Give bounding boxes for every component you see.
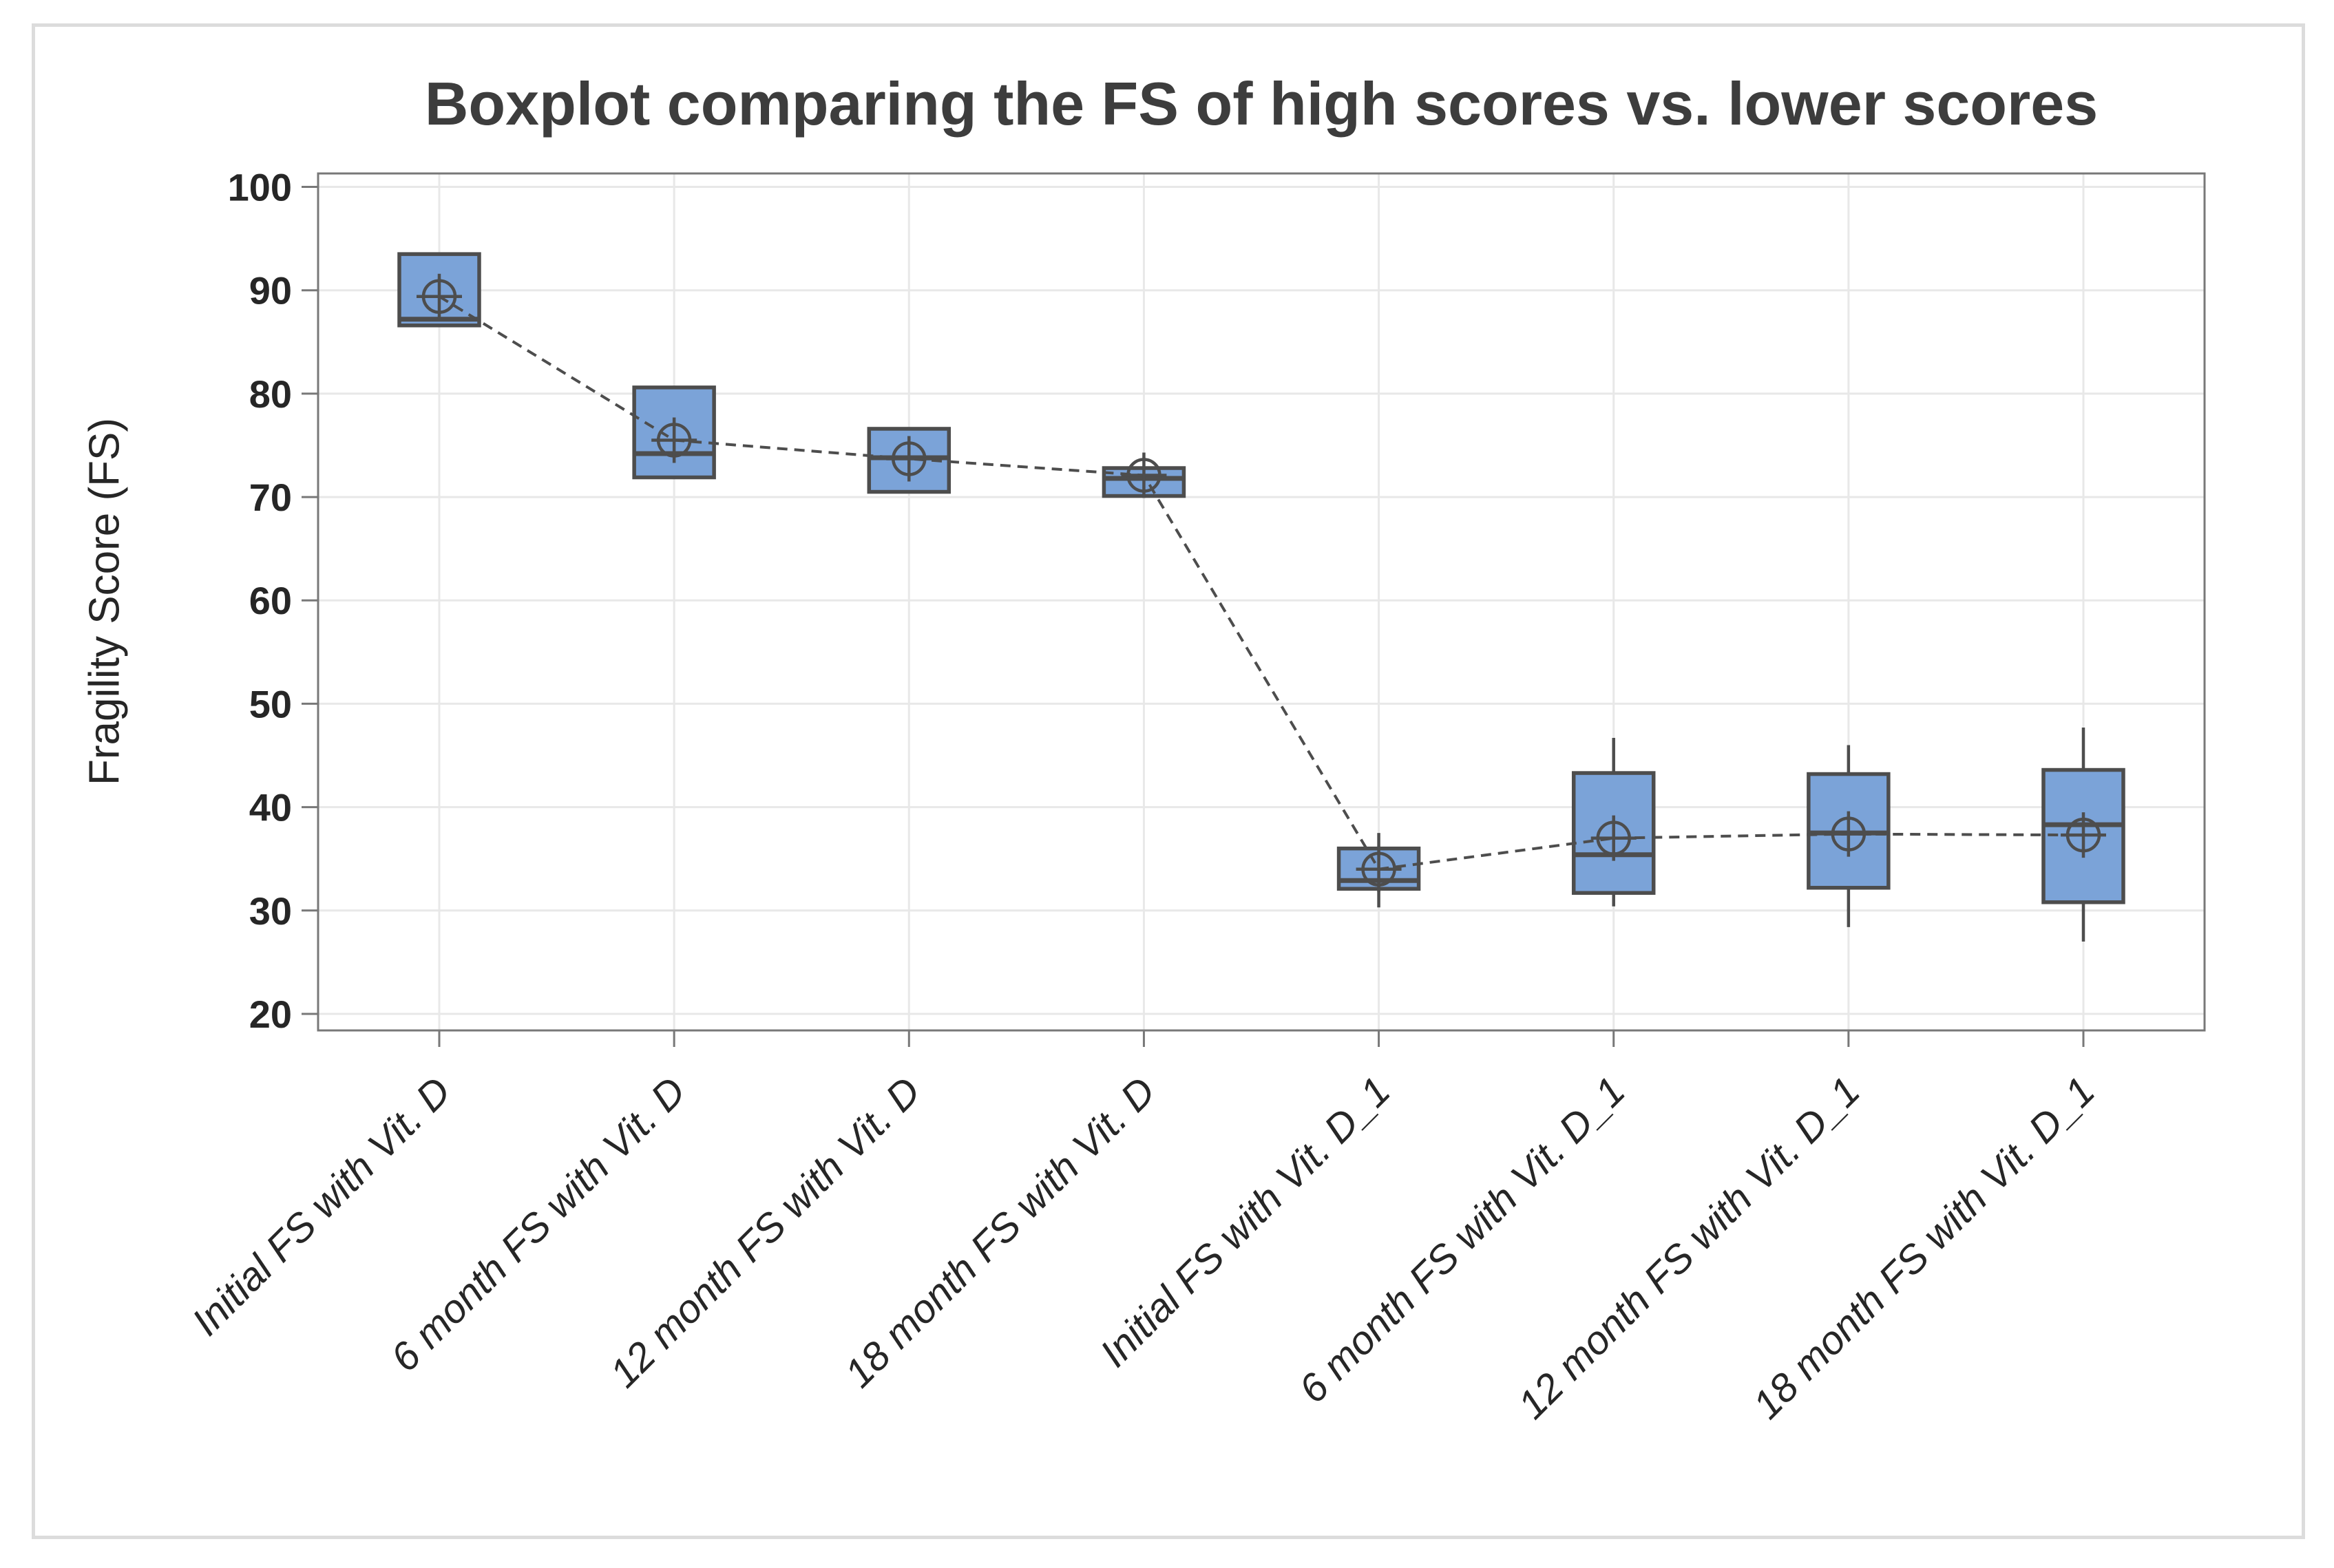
y-tick-label: 30 — [249, 889, 292, 933]
mean-marker — [1121, 452, 1167, 498]
mean-marker — [651, 417, 697, 463]
y-tick-label: 100 — [228, 166, 292, 209]
chart-title: Boxplot comparing the FS of high scores … — [424, 70, 2099, 138]
plot-frame — [317, 172, 2206, 1032]
y-tick-label: 90 — [249, 269, 292, 312]
y-tick-label: 50 — [249, 682, 292, 725]
y-tick-label: 20 — [249, 993, 292, 1036]
y-tick-label: 70 — [249, 476, 292, 519]
mean-marker — [2061, 812, 2106, 858]
y-tick-label: 40 — [249, 786, 292, 829]
mean-marker — [1590, 815, 1637, 861]
mean-connect-line — [438, 295, 2084, 871]
x-tick-label: Initial FS with Vit. D — [183, 1068, 459, 1344]
mean-marker — [886, 436, 932, 482]
y-tick-label: 80 — [249, 372, 292, 416]
mean-marker — [1356, 846, 1402, 892]
y-tick-label: 60 — [249, 579, 292, 622]
mean-marker — [1825, 811, 1871, 857]
mean-marker — [417, 273, 462, 319]
